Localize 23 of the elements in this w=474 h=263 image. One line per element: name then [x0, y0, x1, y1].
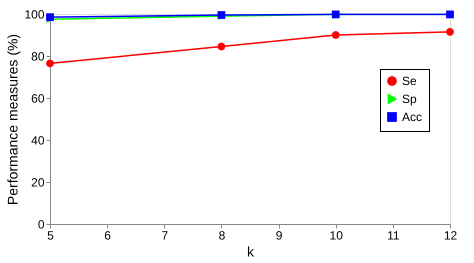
x-tick-label: 9 [276, 228, 283, 242]
point [218, 42, 226, 50]
point [46, 59, 54, 68]
x-tick-label: 6 [104, 228, 112, 242]
y-tick-label: 80 [31, 50, 45, 64]
y-tick-label: 40 [31, 134, 45, 148]
x-tick-label: 5 [47, 228, 54, 242]
x-tick-label: 12 [444, 228, 458, 242]
x-tick-label: 10 [330, 228, 344, 242]
y-tick-label: 100 [24, 8, 45, 22]
legend-label: Acc [402, 110, 422, 124]
x-tick-label: 8 [218, 228, 226, 242]
point [446, 28, 454, 36]
x-axis-title: k [247, 244, 255, 260]
x-tick-label: 11 [387, 228, 400, 242]
legend-label: Se [402, 74, 418, 88]
y-tick-label: 60 [31, 92, 45, 106]
y-tick-label: 0 [38, 218, 45, 232]
x-tick-label: 7 [161, 228, 168, 242]
y-tick-label: 20 [31, 176, 45, 190]
y-axis-title: Performance measures (%) [4, 34, 20, 206]
legend-label: Sp [402, 92, 418, 106]
point [332, 31, 340, 39]
